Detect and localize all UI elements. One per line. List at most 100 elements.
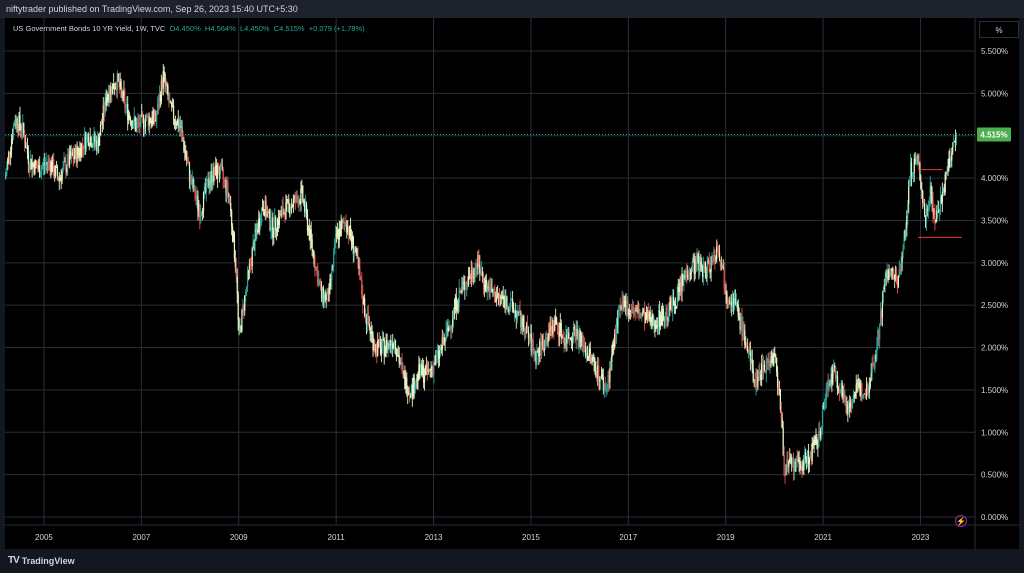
candle-body [304,202,306,212]
candle-body [494,288,496,302]
candle-body [865,384,868,398]
candle-body [174,121,177,124]
candle-body [749,351,752,362]
candle-body [487,286,489,289]
candle-body [561,335,563,338]
candle-body [138,121,140,124]
candle-body [933,209,935,215]
candle-body [332,266,334,268]
candle-body [96,140,98,151]
candle-body [336,230,339,237]
candle-body [383,338,385,357]
candle-body [915,162,917,164]
candle-body [823,401,825,408]
candle-body [515,313,517,320]
candle-body [98,135,101,146]
candle-body [737,304,739,317]
candle-body [692,261,694,263]
candle-body [930,185,932,196]
candle-body [437,350,440,359]
candle-body [376,344,378,356]
percent-scale-button[interactable]: % [979,21,1019,38]
candle-body [90,137,92,147]
candle-body [120,81,122,90]
candle-body [369,327,371,335]
candle-body [643,309,646,324]
candle-body [911,175,914,177]
candle-body [28,163,30,171]
candle-body [227,182,229,194]
candle-body [569,338,571,340]
tradingview-logo[interactable]: TV TradingView [8,555,75,566]
candle-body [543,348,545,351]
lightning-icon[interactable]: ⚡ [955,515,967,527]
candle-body [55,166,58,168]
candle-body [275,216,277,230]
candle-body [36,164,38,169]
candle-body [223,179,225,181]
candle-body [91,146,93,148]
candle-body [344,222,346,224]
candle-body [198,209,200,211]
candle-body [702,266,704,278]
candle-body [508,308,510,312]
tradingview-mark-icon: TV [8,555,20,566]
candle-body [77,147,79,154]
yield-chart[interactable]: 0.000% 0.500% 1.000% 1.500% 2.000% 2.500% 3.00… [5,18,1019,549]
candle-body [525,327,527,338]
candle-body [585,349,587,355]
candle-body [431,366,433,371]
candle-body [528,338,531,340]
candle-body [468,276,471,279]
candle-body [511,299,514,308]
candle-body [789,458,791,462]
candle-body [520,313,522,328]
candle-body [935,220,937,223]
candle-body [69,151,71,165]
candle-body [329,279,331,287]
candle-body [201,211,204,214]
candle-body [112,83,114,95]
candle-body [333,253,335,267]
candle-body [118,80,120,88]
candle-body [548,324,550,337]
candle-body [529,333,531,340]
candle-body [95,140,97,143]
candle-body [54,166,57,175]
candle-body [256,229,258,232]
candle-body [338,228,340,240]
candle-body [587,356,590,360]
candle-body [135,122,137,132]
candle-body [352,236,354,255]
candle-body [942,188,944,193]
candle-body [815,436,817,444]
candle-body [943,188,945,193]
candle-body [485,279,487,292]
x-tick-label: 2017 [619,533,637,542]
candle-body [474,266,476,278]
candle-body [929,185,931,202]
candle-body [834,365,836,368]
candle-body [71,152,74,156]
candle-body [723,269,725,289]
candle-body [277,219,280,225]
candle-body [66,167,68,173]
last-price-badge [977,127,1011,142]
candle-body [151,120,153,124]
candle-body [756,370,758,387]
candle-body [784,474,786,476]
candle-body [145,114,148,120]
candle-body [362,294,364,304]
candle-body [378,339,381,343]
candle-body [129,117,132,124]
candle-body [16,118,18,129]
candle-body [246,272,249,288]
candle-body [5,178,6,179]
candle-body [765,358,767,373]
candle-body [739,318,741,330]
candle-body [579,330,581,342]
candle-body [413,377,415,394]
candle-body [786,458,788,466]
candle-body [309,229,311,240]
candle-body [909,162,912,182]
